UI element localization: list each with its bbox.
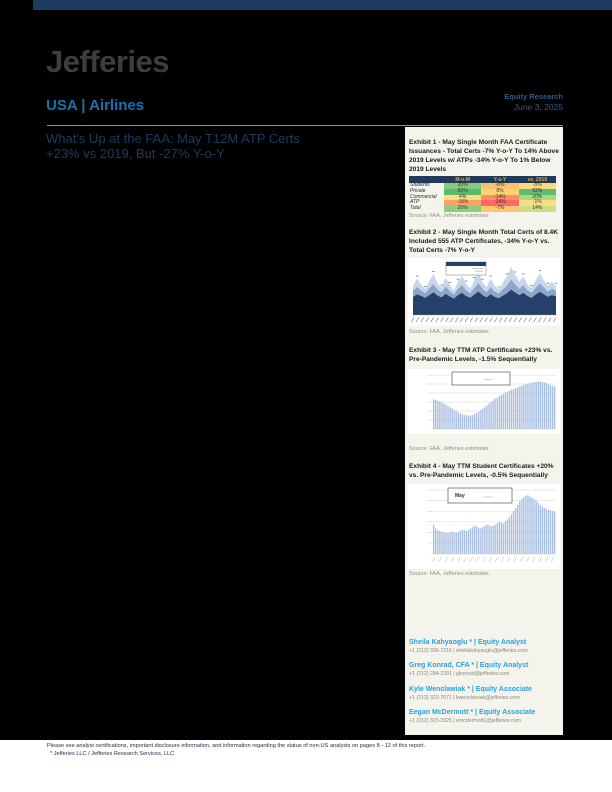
heat-cell: -5% xyxy=(518,182,556,189)
heat-cell: -8% xyxy=(481,182,519,189)
header-divider xyxy=(47,125,563,126)
exhibit2-source: Source: FAA, Jefferies estimates xyxy=(409,329,489,335)
heat-cell: -34% xyxy=(481,200,519,207)
table-header-row: M-o-M Y-o-Y vs. 2019 xyxy=(409,176,556,183)
exhibits-panel: Exhibit 1 - May Single Month FAA Certifi… xyxy=(405,127,563,735)
report-title: What's Up at the FAA: May T12M ATP Certs… xyxy=(46,131,386,161)
heat-cell: -7% xyxy=(481,205,519,212)
table-row: Students 20% -8% -5% xyxy=(409,182,556,189)
analyst-name: Sheila Kahyaoglu * | Equity Analyst xyxy=(409,639,527,646)
top-accent-bar xyxy=(33,0,612,10)
table-row: Private 50% 8% 62% xyxy=(409,187,556,195)
analyst-contact: +1 (212) 284-2391 | gkonrad@jefferies.co… xyxy=(409,671,510,677)
exhibit4-title: Exhibit 4 - May TTM Student Certificates… xyxy=(409,463,554,479)
table-row: Commercial 4% -14% 20% xyxy=(409,193,556,201)
heat-cell: 62% xyxy=(518,188,556,195)
exhibit1-source: Source: FAA, Jefferies estimates xyxy=(409,213,489,219)
analyst-block: Sheila Kahyaoglu * | Equity Analyst +1 (… xyxy=(409,639,561,654)
exhibit1-title: Exhibit 1 - May Single Month FAA Certifi… xyxy=(409,139,559,173)
exhibit4-chart: May xyxy=(408,484,560,569)
row-label: Total xyxy=(410,205,421,212)
exhibit2-title: Exhibit 2 - May Single Month Total Certs… xyxy=(409,229,558,254)
table-header-cell: M-o-M xyxy=(444,176,482,183)
section-header: USA | Airlines xyxy=(46,97,145,114)
heat-cell: 20% xyxy=(518,194,556,201)
heat-cell: 4% xyxy=(444,194,482,201)
row-label: Students xyxy=(410,182,430,188)
footer-line1: Please see analyst certifications, impor… xyxy=(47,743,426,749)
report-title-line1: What's Up at the FAA: May T12M ATP Certs xyxy=(46,131,300,146)
research-type-label: Equity Research xyxy=(504,92,563,101)
exhibit3-title: Exhibit 3 - May TTM ATP Certificates +23… xyxy=(409,347,553,363)
table-row: ATP -18% -34% -1% xyxy=(409,199,556,207)
exhibit2-stacked-area-svg xyxy=(410,261,558,323)
analyst-name: Kyle Wenclawiak * | Equity Associate xyxy=(409,686,532,693)
exhibit4-source: Source: FAA, Jefferies estimates xyxy=(409,571,489,577)
analyst-block: Kyle Wenclawiak * | Equity Associate +1 … xyxy=(409,686,561,701)
exhibit3-chart xyxy=(408,369,560,434)
heat-cell: 20% xyxy=(444,182,482,189)
exhibit3-bar-svg xyxy=(428,371,556,430)
table-header-cell: Y-o-Y xyxy=(481,176,519,183)
row-label: Commercial xyxy=(410,193,437,200)
svg-text:May: May xyxy=(455,493,465,499)
heat-cell: 14% xyxy=(518,205,556,212)
analyst-name: Greg Konrad, CFA * | Equity Analyst xyxy=(409,662,529,669)
table-row: Total 20% -7% 14% xyxy=(409,205,556,212)
exhibit2-chart xyxy=(408,258,560,326)
analyst-contact: +1 (212) 336-7216 | sheilakahyaoglu@jeff… xyxy=(409,648,528,654)
exhibit3-source: Source: FAA, Jefferies estimates xyxy=(409,446,489,452)
analyst-name: Eegan McDermott * | Equity Associate xyxy=(409,709,536,716)
report-date: June 3, 2025 xyxy=(513,102,563,112)
table-header-cell xyxy=(409,176,445,183)
row-label: Private xyxy=(410,187,426,194)
exhibit1-heatmap-table: M-o-M Y-o-Y vs. 2019 Students 20% -8% -5% Priva… xyxy=(409,176,556,212)
heat-cell: -1% xyxy=(518,200,556,207)
jefferies-logo: Jefferies xyxy=(46,44,170,79)
heat-cell: 50% xyxy=(444,188,482,195)
footer-line2: * Jefferies LLC / Jefferies Research Ser… xyxy=(50,750,175,757)
exhibit4-bar-svg: May xyxy=(428,487,556,563)
analyst-block: Greg Konrad, CFA * | Equity Analyst +1 (… xyxy=(409,662,561,677)
table-header-cell: vs. 2019 xyxy=(518,176,556,183)
analyst-contact: +1 (212) 323-3325 | emcdermott1@jefferie… xyxy=(409,718,521,724)
row-label: ATP xyxy=(410,199,420,206)
analyst-block: Eegan McDermott * | Equity Associate +1 … xyxy=(409,709,561,724)
heat-cell: -14% xyxy=(481,194,519,201)
footer-disclaimer: Please see analyst certifications, impor… xyxy=(0,740,612,792)
heat-cell: 8% xyxy=(481,188,519,195)
heat-cell: 20% xyxy=(444,205,482,212)
analyst-contact: +1 (212) 323-7671 | kwenclawiak@jefferie… xyxy=(409,695,520,701)
heat-cell: -18% xyxy=(444,200,482,207)
report-title-line2: +23% vs 2019, But -27% Y-o-Y xyxy=(46,146,225,161)
